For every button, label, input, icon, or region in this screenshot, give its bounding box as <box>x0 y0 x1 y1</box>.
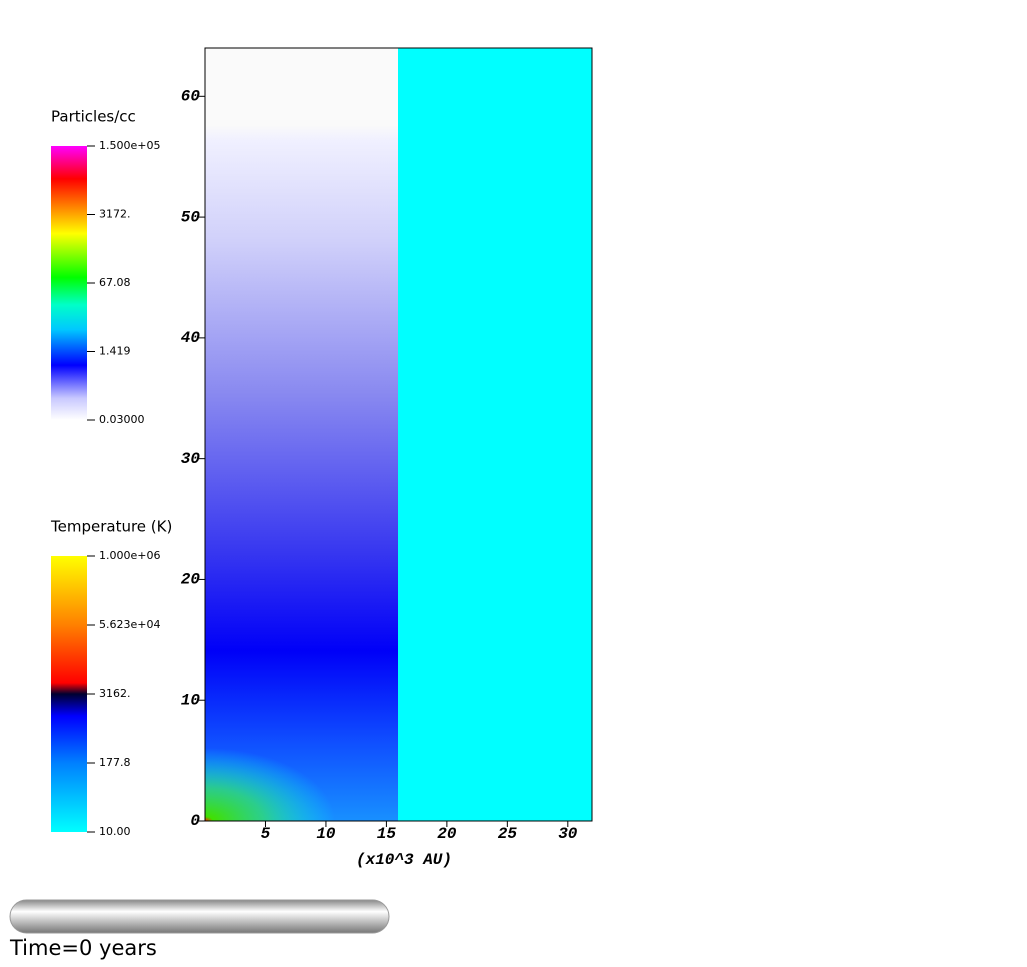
x-axis-label: (x10^3 AU) <box>356 851 452 869</box>
time-label: Time=0 years <box>9 936 157 960</box>
colorbar-tick-label: 1.500e+05 <box>99 139 160 152</box>
x-tick-label: 30 <box>558 825 578 843</box>
y-tick-label: 10 <box>181 691 201 709</box>
colorbar-tick-label: 3162. <box>99 687 131 700</box>
colorbar-tick-label: 1.000e+06 <box>99 549 160 562</box>
y-tick-label: 50 <box>181 208 201 226</box>
colorbar-title: Particles/cc <box>51 108 136 126</box>
colorbar <box>51 556 87 832</box>
x-tick-label: 10 <box>316 825 336 843</box>
hot-region <box>205 748 335 821</box>
x-tick-label: 15 <box>377 825 397 843</box>
x-tick-label: 25 <box>498 825 518 843</box>
colorbar-tick-label: 177.8 <box>99 756 131 769</box>
plot-frame <box>204 47 593 822</box>
plot <box>204 47 593 822</box>
y-tick-label: 0 <box>190 812 200 830</box>
colorbar-tick-label: 3172. <box>99 208 131 221</box>
colorbar-title: Temperature (K) <box>50 518 172 536</box>
y-tick-label: 30 <box>181 450 201 468</box>
y-tick-label: 60 <box>181 88 201 106</box>
colorbar-tick-label: 10.00 <box>99 825 131 838</box>
colorbar-tick-label: 1.419 <box>99 344 131 357</box>
density-field <box>205 48 398 821</box>
x-tick-label: 20 <box>437 825 457 843</box>
x-tick-label: 5 <box>261 825 271 843</box>
time-slider[interactable] <box>9 899 390 934</box>
y-tick-label: 20 <box>181 571 201 589</box>
colorbar-tick-label: 67.08 <box>99 276 131 289</box>
colorbar-tick-label: 5.623e+04 <box>99 618 160 631</box>
y-tick-label: 40 <box>181 329 201 347</box>
temperature-field <box>398 48 592 821</box>
colorbar-tick-label: 0.03000 <box>99 413 145 426</box>
colorbar <box>51 146 87 420</box>
